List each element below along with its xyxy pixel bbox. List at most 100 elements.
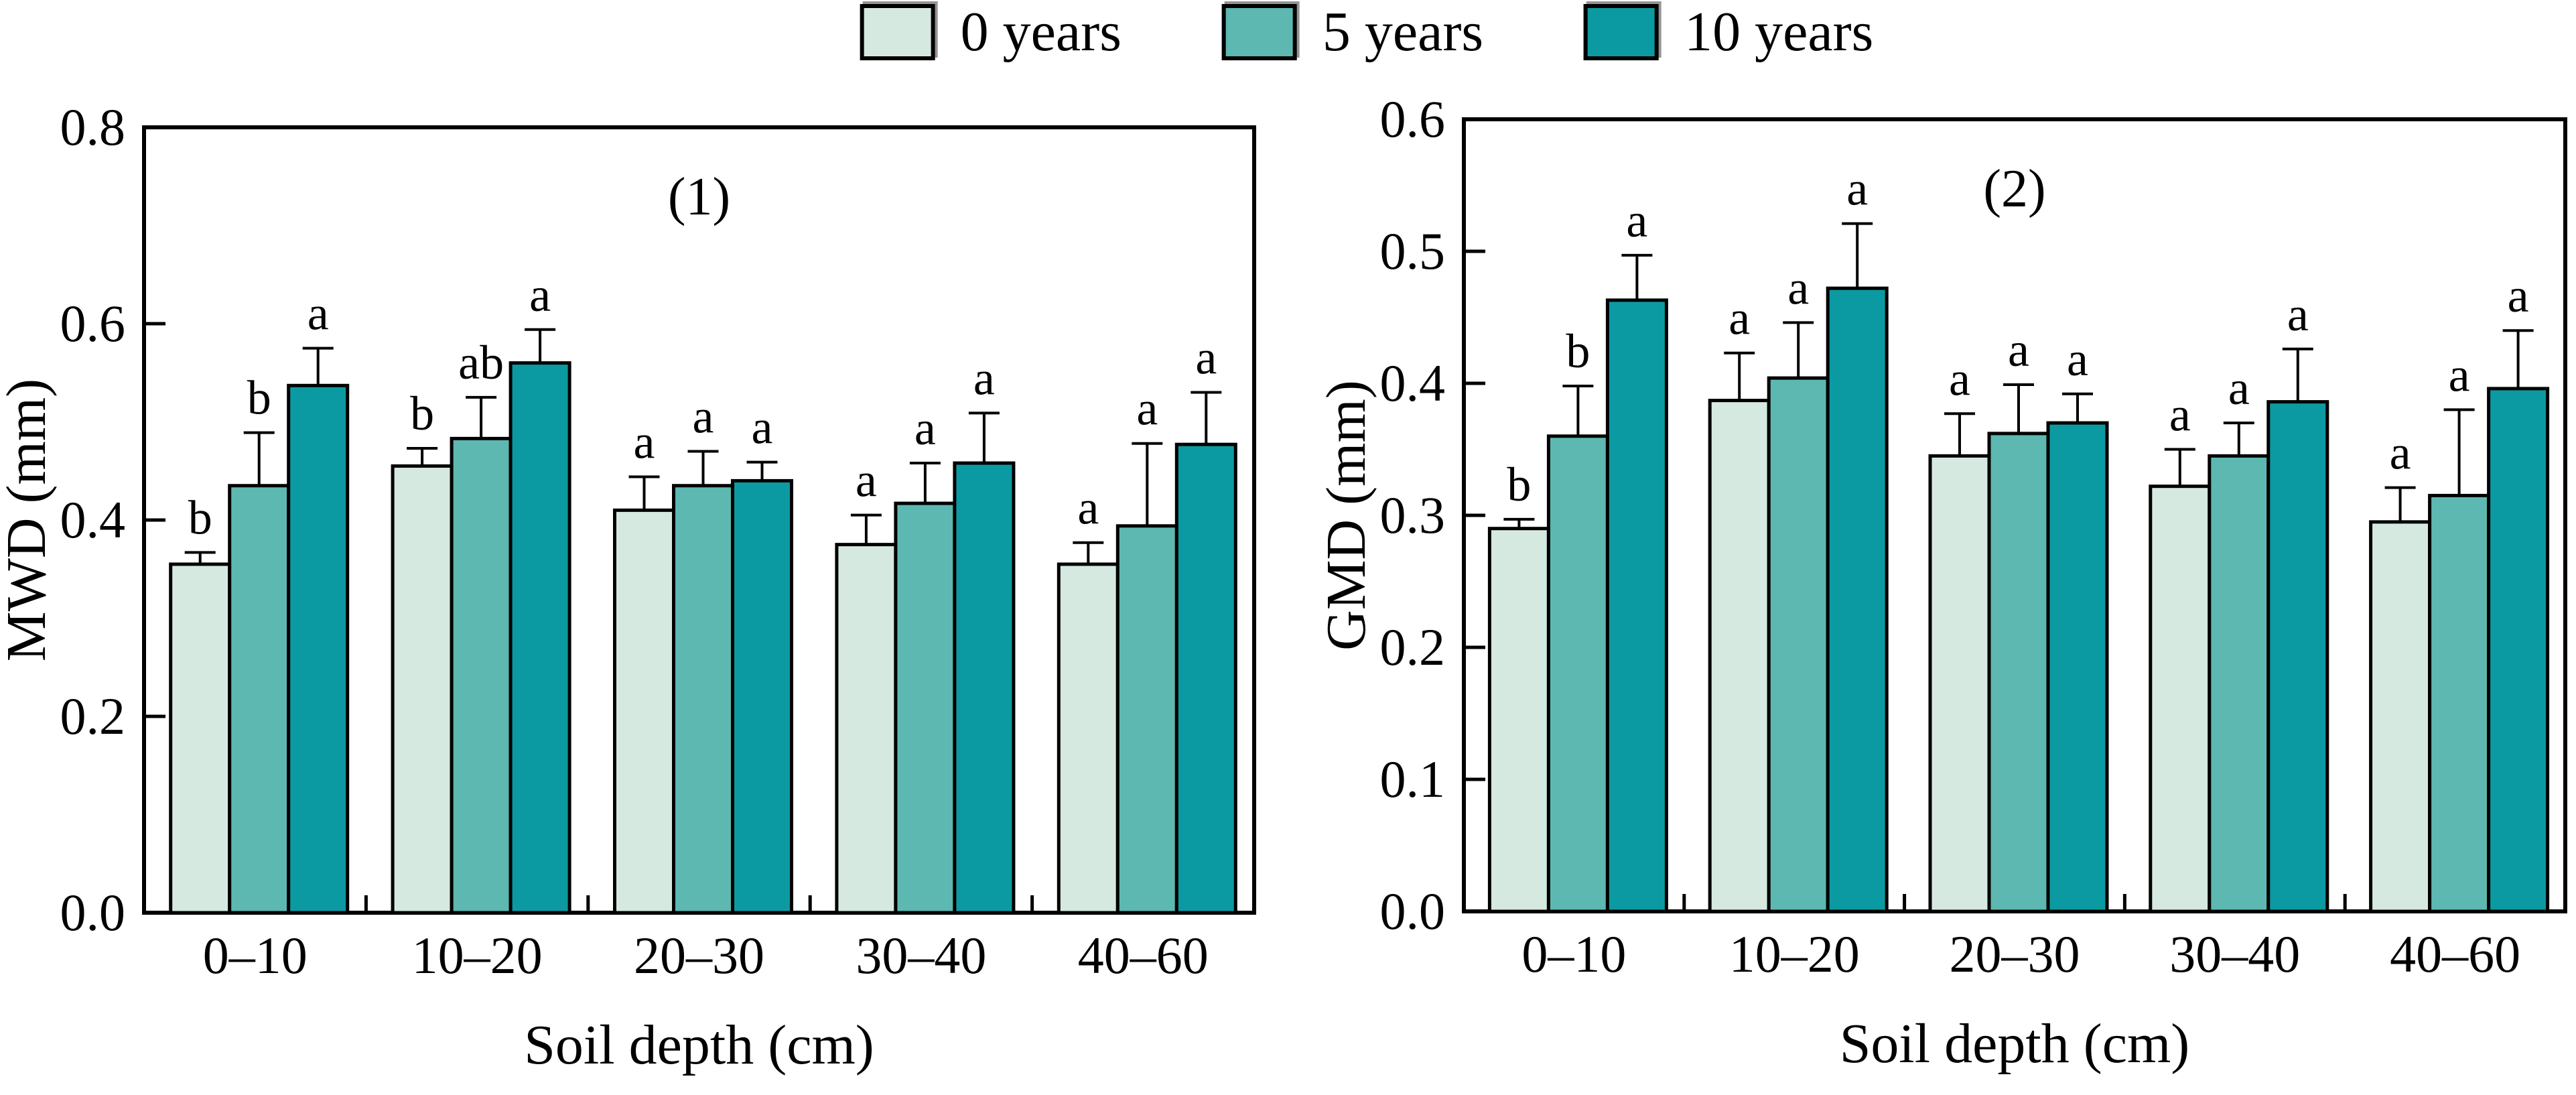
legend-swatch-icon [1584, 4, 1659, 60]
bar [450, 436, 513, 915]
bar [2487, 387, 2550, 913]
significance-letter: b [1507, 458, 1531, 511]
significance-letter: a [308, 287, 329, 340]
bar [509, 361, 571, 915]
bar [1115, 524, 1178, 915]
y-tick-label: 0.6 [60, 294, 126, 352]
bar [391, 464, 454, 915]
y-axis-title: MWD (mm) [0, 379, 58, 661]
bar [2266, 400, 2329, 913]
y-tick-label: 0.2 [1380, 618, 1446, 676]
legend-swatch-icon [1221, 4, 1297, 60]
significance-letter: a [2390, 426, 2411, 480]
x-tick-label: 0–10 [203, 926, 308, 984]
significance-letter: a [1728, 292, 1750, 345]
bar [2208, 454, 2270, 913]
significance-letter: a [973, 351, 995, 405]
x-tick-label: 0–10 [1521, 925, 1626, 983]
significance-letter: a [2228, 361, 2250, 415]
bar [1708, 399, 1771, 913]
significance-letter: b [247, 371, 271, 425]
significance-letter: a [2008, 323, 2029, 377]
y-tick-label: 0.8 [60, 98, 126, 156]
bar [894, 501, 957, 915]
legend-label: 10 years [1684, 1, 1874, 63]
significance-letter: a [1136, 382, 1158, 436]
significance-letter: a [693, 389, 714, 443]
significance-letter: a [2169, 388, 2191, 442]
bar [2149, 485, 2212, 913]
x-tick-label: 40–60 [2390, 925, 2520, 983]
bar [1487, 527, 1550, 913]
bar [2428, 493, 2491, 913]
significance-letter: a [914, 401, 936, 455]
significance-letter: a [2067, 332, 2088, 386]
significance-letter: a [1949, 352, 1970, 405]
bar [228, 484, 291, 915]
y-tick-label: 0.0 [1380, 882, 1446, 940]
legend-swatch-icon [860, 4, 935, 60]
bar [1987, 432, 2050, 913]
y-tick-label: 0.5 [1380, 222, 1446, 280]
x-axis-title: Soil depth (cm) [524, 1014, 874, 1076]
bar [287, 383, 350, 915]
significance-letter: b [188, 491, 212, 544]
x-tick-label: 20–30 [1950, 925, 2080, 983]
significance-letter: a [1626, 194, 1647, 247]
significance-letter: a [2449, 348, 2470, 401]
x-tick-label: 40–60 [1078, 926, 1209, 984]
legend-item-10-years: 10 years [1584, 4, 1873, 60]
significance-letter: a [529, 268, 551, 322]
y-tick-label: 0.2 [60, 687, 126, 745]
y-tick-label: 0.4 [1380, 354, 1446, 412]
significance-letter: a [856, 454, 877, 507]
bar [1826, 286, 1889, 913]
legend-label: 0 years [960, 1, 1122, 63]
significance-letter: ab [458, 336, 504, 389]
bar [1174, 442, 1237, 915]
bar [953, 461, 1016, 915]
significance-letter: a [752, 401, 773, 454]
legend-item-5-years: 5 years [1221, 1, 1484, 63]
x-tick-label: 10–20 [412, 926, 543, 984]
x-tick-label: 30–40 [856, 926, 986, 984]
y-tick-label: 0.4 [60, 491, 126, 549]
significance-letter: a [1787, 261, 1809, 314]
bar [613, 508, 675, 915]
legend-item-0-years: 0 years [860, 4, 1122, 60]
x-tick-label: 20–30 [634, 926, 764, 984]
significance-letter: b [1566, 324, 1590, 378]
bar [169, 562, 232, 915]
bar [1057, 562, 1120, 915]
y-tick-label: 0.3 [1380, 486, 1446, 544]
significance-letter: a [2287, 287, 2309, 341]
x-tick-label: 30–40 [2169, 925, 2300, 983]
bar [2046, 421, 2109, 913]
panel-label: (2) [1983, 159, 2045, 218]
significance-letter: a [1077, 481, 1099, 535]
significance-letter: a [634, 415, 655, 469]
y-tick-label: 0.6 [1380, 90, 1446, 148]
y-tick-label: 0.1 [1380, 750, 1446, 808]
significance-letter: a [1195, 331, 1217, 385]
bar [1546, 434, 1609, 913]
y-axis-title: GMD (mm) [1315, 380, 1377, 651]
bar [1928, 454, 1991, 913]
legend-label: 5 years [1322, 1, 1484, 63]
bar [1605, 298, 1668, 913]
x-axis-title: Soil depth (cm) [1840, 1013, 2190, 1075]
significance-letter: a [2508, 269, 2529, 322]
bar [2369, 520, 2432, 913]
significance-letter: a [1846, 162, 1868, 216]
bar [672, 484, 734, 915]
bar [835, 543, 898, 915]
y-tick-label: 0.0 [60, 883, 126, 942]
chart-legend: 0 years 5 years 10 years [860, 1, 1873, 63]
bar [1767, 376, 1830, 913]
panel-label: (1) [668, 168, 730, 227]
significance-letter: b [410, 387, 434, 440]
x-tick-label: 10–20 [1729, 925, 1860, 983]
